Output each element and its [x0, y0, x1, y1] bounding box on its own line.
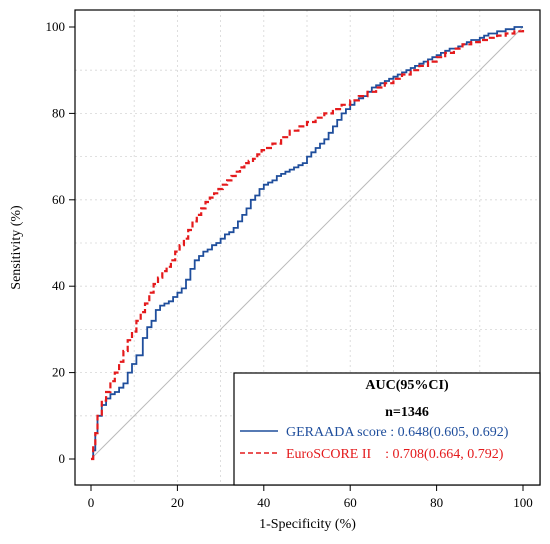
- legend-subtitle: n=1346: [385, 405, 429, 420]
- x-tick-label: 60: [344, 495, 357, 510]
- series-line-euroscore: [91, 27, 525, 461]
- legend-box: [233, 372, 541, 486]
- legend-title: AUC(95%CI): [365, 378, 449, 393]
- y-tick-label: 20: [52, 365, 65, 380]
- legend-entry-geraada: GERAADA score : 0.648(0.605, 0.692): [286, 425, 509, 440]
- series-line-geraada: [91, 26, 523, 460]
- reference-diagonal-line: [90, 26, 524, 460]
- series-layer: [91, 26, 525, 461]
- x-axis: 0 20 40 60 80 100: [88, 485, 533, 510]
- x-tick-label: 100: [513, 495, 533, 510]
- x-tick-label: 40: [257, 495, 270, 510]
- y-tick-label: 100: [46, 19, 66, 34]
- x-tick-label: 80: [430, 495, 443, 510]
- x-tick-label: 20: [171, 495, 184, 510]
- y-axis: 0 20 40 60 80 100: [46, 19, 75, 466]
- legend: AUC(95%CI) n=1346 GERAADA score : 0.648(…: [233, 372, 541, 486]
- x-axis-label: 1-Specificity (%): [259, 517, 356, 532]
- legend-entry-euroscore: EuroSCORE II : 0.708(0.664, 0.792): [286, 447, 504, 462]
- y-tick-label: 0: [59, 451, 66, 466]
- y-tick-label: 60: [52, 192, 65, 207]
- y-axis-label: Sensitivity (%): [9, 205, 24, 290]
- y-tick-label: 80: [52, 105, 65, 120]
- x-tick-label: 0: [88, 495, 95, 510]
- y-tick-label: 40: [52, 278, 65, 293]
